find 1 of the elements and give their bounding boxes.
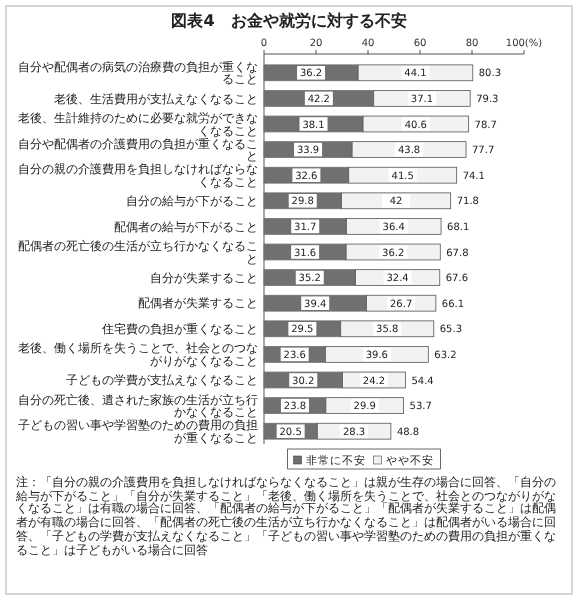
- title: 図表4 お金や就労に対する不安: [171, 12, 407, 30]
